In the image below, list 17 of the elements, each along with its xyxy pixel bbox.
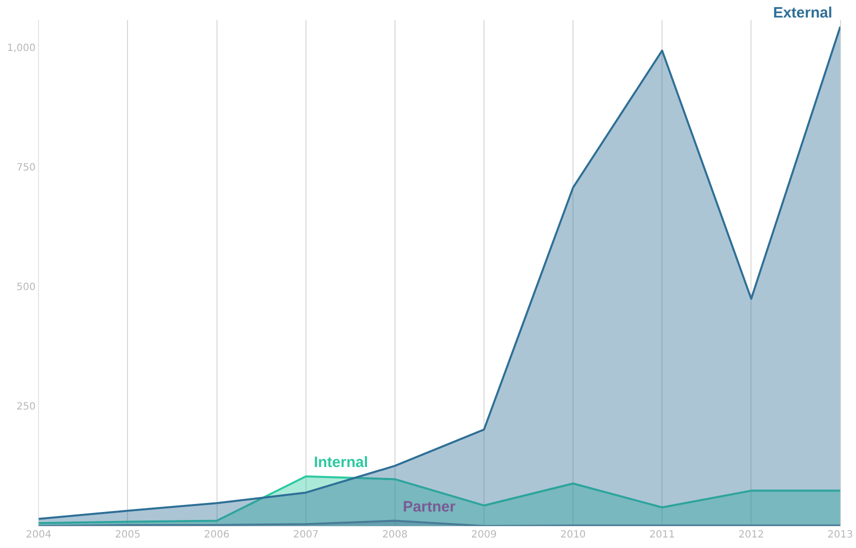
x-tick-label: 2011 xyxy=(649,530,675,541)
series-label: External xyxy=(773,4,832,22)
x-tick-label: 2008 xyxy=(382,530,408,541)
y-tick-label: 750 xyxy=(16,162,36,174)
series-label: Partner xyxy=(402,498,456,516)
y-tick-label: 1,000 xyxy=(6,43,36,54)
x-tick-label: 2004 xyxy=(26,530,52,541)
y-tick-label: 250 xyxy=(16,401,36,412)
x-tick-label: 2006 xyxy=(204,530,230,541)
series-label: Internal xyxy=(314,454,368,471)
x-tick-label: 2005 xyxy=(114,530,140,541)
x-tick-label: 2010 xyxy=(560,530,586,541)
x-tick-label: 2007 xyxy=(293,530,319,541)
x-tick-label: 2013 xyxy=(828,530,853,541)
y-tick-label: 500 xyxy=(16,282,36,293)
x-tick-label: 2012 xyxy=(738,530,764,541)
x-tick-label: 2009 xyxy=(471,530,497,541)
